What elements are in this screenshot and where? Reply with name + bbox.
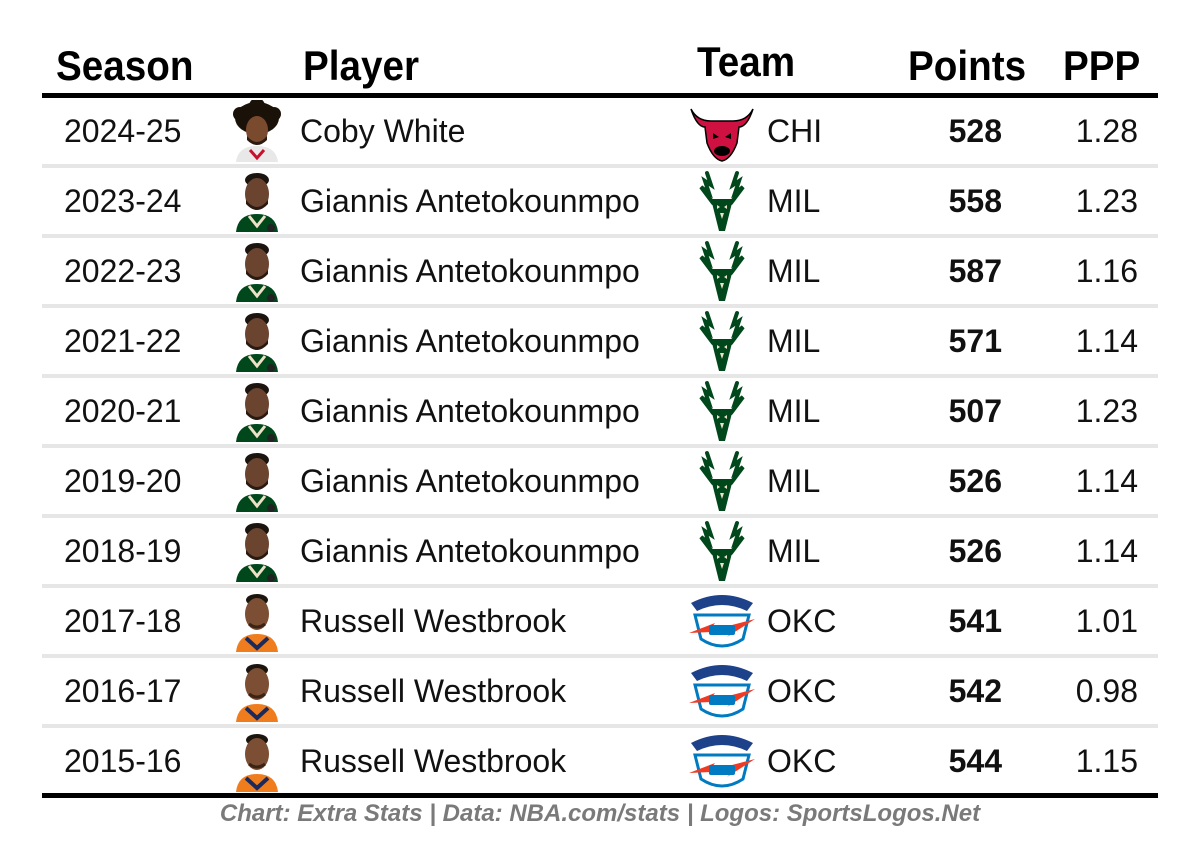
table-row: 2022-23 Giannis Antetokounmpo MIL 587 1.16 <box>42 238 1158 304</box>
ppp-cell: 1.16 <box>1075 253 1138 289</box>
team-cell: CHI <box>767 113 823 149</box>
team-cell: MIL <box>767 393 821 429</box>
row-separator <box>42 374 1158 378</box>
table-row: 2023-24 Giannis Antetokounmpo MIL 558 1.23 <box>42 168 1158 234</box>
table-row: 2015-16 Russell Westbrook OKC 544 1.15 <box>42 728 1158 794</box>
points-cell: 526 <box>948 533 1002 569</box>
row-separator <box>42 514 1158 518</box>
player-cell: Coby White <box>300 113 466 149</box>
chart-source-footer: Chart: Extra Stats | Data: NBA.com/stats… <box>219 800 981 827</box>
table-row: 2024-25 Coby White CHI 528 1.28 <box>42 98 1158 164</box>
points-cell: 558 <box>948 183 1002 219</box>
player-cell: Russell Westbrook <box>300 743 567 779</box>
points-cell: 526 <box>948 463 1002 499</box>
season-cell: 2022-23 <box>64 253 182 289</box>
header-season: Season <box>56 42 194 89</box>
row-separator <box>42 584 1158 588</box>
season-cell: 2015-16 <box>64 743 182 779</box>
header-team: Team <box>697 38 796 85</box>
team-cell: OKC <box>767 603 837 639</box>
ppp-cell: 1.14 <box>1075 463 1138 499</box>
season-cell: 2023-24 <box>64 183 182 219</box>
player-cell: Giannis Antetokounmpo <box>300 183 640 219</box>
points-cell: 542 <box>948 673 1002 709</box>
team-cell: MIL <box>767 323 821 359</box>
milwaukee-bucks-logo-icon <box>687 309 757 373</box>
ppp-cell: 1.01 <box>1075 603 1138 639</box>
giannis-headshot-icon <box>232 240 282 302</box>
player-cell: Giannis Antetokounmpo <box>300 393 640 429</box>
table-row: 2016-17 Russell Westbrook OKC 542 0.98 <box>42 658 1158 724</box>
ppp-cell: 0.98 <box>1075 673 1138 709</box>
points-cell: 587 <box>948 253 1002 289</box>
westbrook-headshot-icon <box>232 730 282 792</box>
westbrook-headshot-icon <box>232 660 282 722</box>
team-cell: MIL <box>767 463 821 499</box>
season-cell: 2019-20 <box>64 463 182 499</box>
giannis-headshot-icon <box>232 310 282 372</box>
row-separator <box>42 724 1158 728</box>
points-cell: 507 <box>948 393 1002 429</box>
season-cell: 2021-22 <box>64 323 182 359</box>
season-cell: 2020-21 <box>64 393 182 429</box>
okc-thunder-logo-icon <box>687 589 757 653</box>
table-row: 2019-20 Giannis Antetokounmpo MIL 526 1.14 <box>42 448 1158 514</box>
season-cell: 2018-19 <box>64 533 182 569</box>
season-cell: 2024-25 <box>64 113 182 149</box>
points-cell: 528 <box>948 113 1002 149</box>
giannis-headshot-icon <box>232 380 282 442</box>
chicago-bulls-logo-icon <box>687 99 757 163</box>
points-cell: 544 <box>948 743 1002 779</box>
season-cell: 2017-18 <box>64 603 182 639</box>
giannis-headshot-icon <box>232 520 282 582</box>
points-cell: 571 <box>948 323 1002 359</box>
team-cell: OKC <box>767 673 837 709</box>
table-row: 2021-22 Giannis Antetokounmpo MIL 571 1.14 <box>42 308 1158 374</box>
ppp-cell: 1.23 <box>1075 183 1138 219</box>
ppp-cell: 1.28 <box>1075 113 1138 149</box>
team-cell: MIL <box>767 533 821 569</box>
team-cell: OKC <box>767 743 837 779</box>
milwaukee-bucks-logo-icon <box>687 449 757 513</box>
header-points: Points <box>908 42 1027 89</box>
row-separator <box>42 654 1158 658</box>
giannis-headshot-icon <box>232 170 282 232</box>
footer-rule <box>42 793 1158 798</box>
points-cell: 541 <box>948 603 1002 639</box>
table-row: 2017-18 Russell Westbrook OKC 541 1.01 <box>42 588 1158 654</box>
table-row: 2018-19 Giannis Antetokounmpo MIL 526 1.14 <box>42 518 1158 584</box>
header-player: Player <box>303 42 420 89</box>
row-separator <box>42 444 1158 448</box>
season-cell: 2016-17 <box>64 673 182 709</box>
ppp-cell: 1.14 <box>1075 323 1138 359</box>
ppp-cell: 1.14 <box>1075 533 1138 569</box>
ppp-cell: 1.15 <box>1075 743 1138 779</box>
okc-thunder-logo-icon <box>687 659 757 723</box>
coby-white-headshot-icon <box>232 98 282 162</box>
westbrook-headshot-icon <box>232 590 282 652</box>
row-separator <box>42 234 1158 238</box>
row-separator <box>42 164 1158 168</box>
okc-thunder-logo-icon <box>687 729 757 793</box>
row-separator <box>42 304 1158 308</box>
player-cell: Giannis Antetokounmpo <box>300 463 640 499</box>
player-cell: Russell Westbrook <box>300 603 567 639</box>
player-cell: Giannis Antetokounmpo <box>300 533 640 569</box>
ppp-cell: 1.23 <box>1075 393 1138 429</box>
header-ppp: PPP <box>1063 42 1141 89</box>
team-cell: MIL <box>767 183 821 219</box>
table-row: 2020-21 Giannis Antetokounmpo MIL 507 1.23 <box>42 378 1158 444</box>
milwaukee-bucks-logo-icon <box>687 379 757 443</box>
header-rule <box>42 93 1158 98</box>
giannis-headshot-icon <box>232 450 282 512</box>
milwaukee-bucks-logo-icon <box>687 239 757 303</box>
player-cell: Russell Westbrook <box>300 673 567 709</box>
player-cell: Giannis Antetokounmpo <box>300 323 640 359</box>
milwaukee-bucks-logo-icon <box>687 519 757 583</box>
player-cell: Giannis Antetokounmpo <box>300 253 640 289</box>
team-cell: MIL <box>767 253 821 289</box>
milwaukee-bucks-logo-icon <box>687 169 757 233</box>
